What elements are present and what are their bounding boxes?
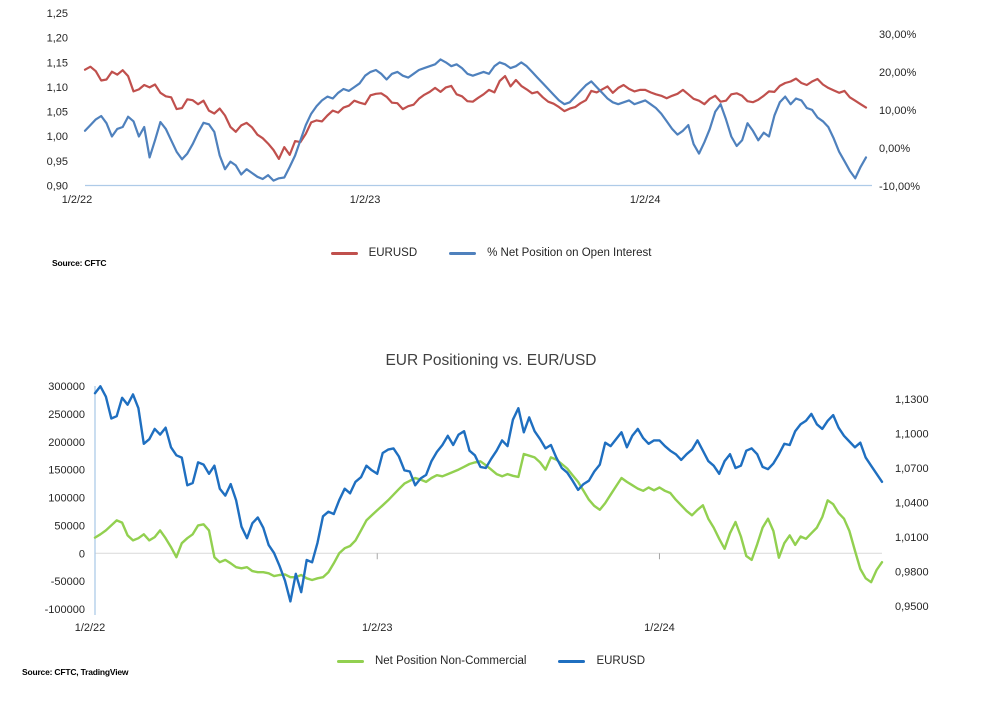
series-line-net-position-noncommercial <box>93 452 884 584</box>
source-note: Source: CFTC <box>52 258 107 268</box>
eurusd-line-swatch <box>330 251 358 255</box>
right-axis-tick-label: 1,0400 <box>895 498 929 510</box>
left-axis-tick-label: 0,90 <box>47 181 68 193</box>
legend-label: EURUSD <box>596 655 646 667</box>
right-axis-tick-label: -10,00% <box>879 181 920 193</box>
left-axis-tick-label: 1,10 <box>47 82 68 94</box>
right-axis-tick-label: 0,9500 <box>895 601 929 613</box>
legend: Net Position Non-Commercial EURUSD <box>0 655 982 667</box>
left-axis-tick-label: 1,15 <box>47 57 68 69</box>
left-axis-tick-label: 50000 <box>54 520 85 532</box>
eurusd-line-swatch <box>558 659 586 663</box>
left-axis-tick-label: 0 <box>79 548 85 560</box>
eur-positioning-vs-eurusd-chart: 300000 250000 200000 150000 100000 50000 0 -500… <box>45 381 929 634</box>
legend-item-net-position: % Net Position on Open Interest <box>449 247 651 259</box>
legend-label: % Net Position on Open Interest <box>487 247 652 259</box>
legend-label: EURUSD <box>368 247 418 259</box>
left-axis-tick-label: 300000 <box>48 381 85 393</box>
left-axis-tick-label: 100000 <box>48 493 85 505</box>
right-axis-tick-label: 30,00% <box>879 29 917 41</box>
x-axis-tick-label: 1/2/23 <box>362 622 393 634</box>
x-axis-tick-label: 1/2/22 <box>62 194 93 206</box>
x-axis-tick-label: 1/2/24 <box>644 622 675 634</box>
right-axis-tick-label: 0,9800 <box>895 567 929 579</box>
net-position-line-swatch <box>449 251 477 255</box>
right-axis-tick-label: 1,1000 <box>895 428 929 440</box>
left-axis-tick-label: -50000 <box>51 576 85 588</box>
x-axis-tick-label: 1/2/24 <box>630 194 661 206</box>
right-axis-tick-label: 1,0100 <box>895 532 929 544</box>
left-axis-tick-label: 1,20 <box>47 33 68 45</box>
right-axis-tick-label: 1,1300 <box>895 394 929 406</box>
x-axis-tick-label: 1/2/22 <box>75 622 106 634</box>
left-axis-tick-label: 200000 <box>48 437 85 449</box>
legend-item-eurusd: EURUSD <box>558 655 645 667</box>
left-axis-tick-label: 150000 <box>48 465 85 477</box>
right-axis-tick-label: 0,00% <box>879 143 910 155</box>
series-line-eurusd <box>83 65 868 160</box>
left-axis-tick-label: 1,25 <box>47 8 68 20</box>
net-position-noncommercial-line-swatch <box>336 659 364 663</box>
chart-title: EUR Positioning vs. EUR/USD <box>385 352 597 369</box>
right-axis-tick-label: 10,00% <box>879 105 917 117</box>
left-axis-tick-label: 250000 <box>48 409 85 421</box>
source-note: Source: CFTC, TradingView <box>22 667 129 677</box>
series-line-pct-net-open-interest <box>83 58 868 182</box>
left-axis-tick-label: -100000 <box>45 604 85 616</box>
series-line-eurusd <box>93 385 884 603</box>
x-axis-tick-label: 1/2/23 <box>350 194 381 206</box>
eurusd-vs-net-position-chart: 1,25 1,20 1,15 1,10 1,05 1,00 0,95 0,90 30,00% 20… <box>47 8 921 206</box>
legend: EURUSD % Net Position on Open Interest <box>0 247 982 259</box>
left-axis-tick-label: 1,00 <box>47 131 68 143</box>
right-axis-tick-label: 20,00% <box>879 67 917 79</box>
left-axis-tick-label: 0,95 <box>47 156 68 168</box>
legend-item-eurusd: EURUSD <box>330 247 418 259</box>
right-axis-tick-label: 1,0700 <box>895 463 929 475</box>
legend-label: Net Position Non-Commercial <box>374 655 527 667</box>
left-axis-tick-label: 1,05 <box>47 107 68 119</box>
legend-item-net-position-noncommercial: Net Position Non-Commercial <box>336 655 527 667</box>
